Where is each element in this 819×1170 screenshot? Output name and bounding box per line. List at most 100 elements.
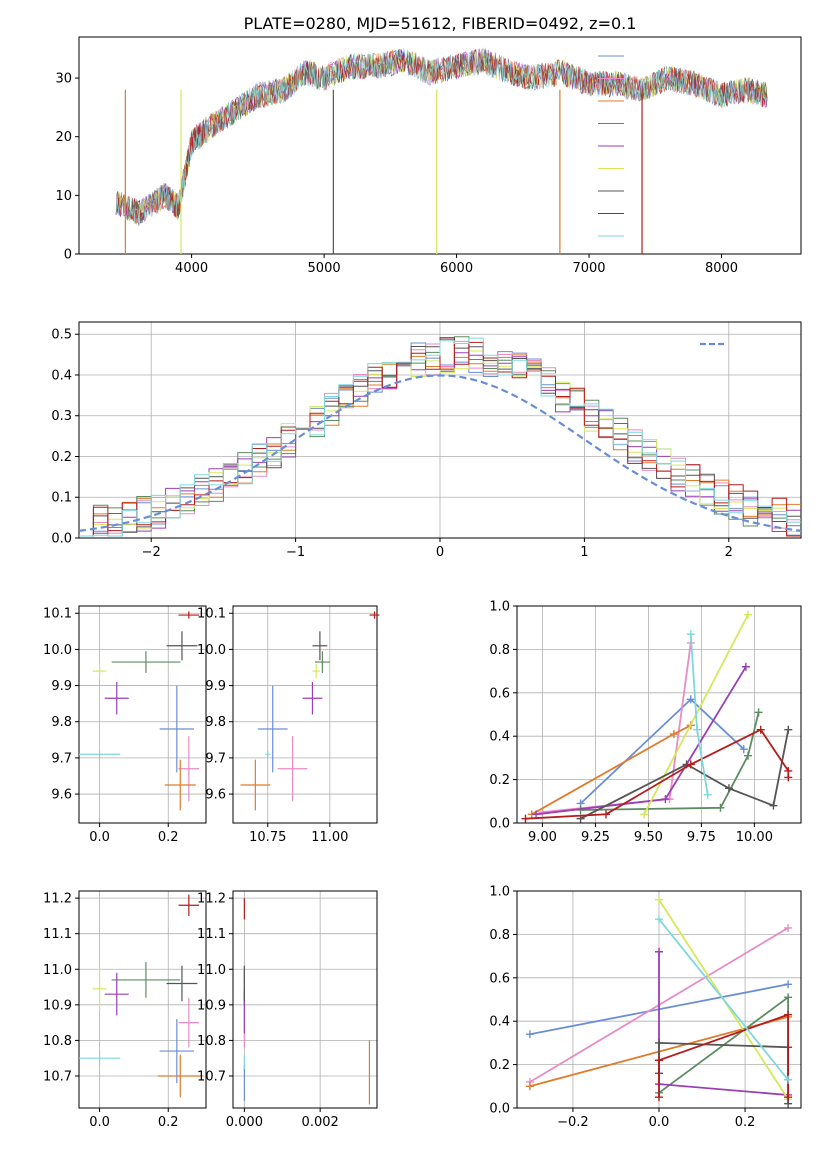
y-tick-label: 10.7: [197, 1069, 226, 1084]
y-tick-label: 0: [64, 248, 72, 263]
weight-point: [686, 695, 695, 704]
weight-point: [784, 1075, 793, 1084]
x-tick-label: −2: [142, 545, 161, 560]
y-tick-label: 9.8: [51, 715, 72, 730]
x-tick-label: 0.0: [649, 1115, 670, 1130]
weight-series-1: [542, 642, 692, 813]
panel-mass-vs-Z: 0.0 0.2 10.7 10.8 10.9 11.0 11.1 11.2: [43, 890, 207, 1130]
x-tick-label: 8000: [705, 261, 738, 276]
plot-frame: [232, 890, 378, 1109]
x-tick-label: −0.2: [557, 1115, 589, 1130]
x-tick-label: 9.50: [634, 830, 663, 845]
x-tick-label: 0.2: [735, 1115, 756, 1130]
panel-age-vs-Z: 0.0 0.2 9.6 9.7 9.8 9.9 10.0 10.1: [43, 605, 207, 845]
weight-series-0: [579, 698, 745, 805]
x-tick-label: 4000: [175, 261, 208, 276]
x-tick-label: 0.2: [158, 830, 179, 845]
weight-point: [602, 810, 611, 819]
weight-point: [744, 751, 753, 760]
histogram-series-8: [79, 337, 801, 537]
x-tick-label: 9.00: [528, 830, 557, 845]
y-tick-label: 20: [55, 130, 72, 145]
y-tick-label: 10.0: [197, 643, 226, 658]
weight-series-7: [658, 1013, 789, 1098]
y-tick-label: 0.8: [489, 928, 510, 943]
y-tick-label: 11.2: [43, 892, 72, 907]
y-tick-label: 10.7: [43, 1069, 72, 1084]
x-tick-label: 10.75: [249, 830, 286, 845]
weight-point: [532, 810, 541, 819]
weight-series-6: [658, 1041, 789, 1104]
y-tick-label: 0.6: [489, 971, 510, 986]
weight-point: [769, 801, 778, 810]
y-tick-label: 0.1: [51, 491, 72, 506]
weight-point: [739, 745, 748, 754]
x-tick-label: 9.25: [581, 830, 610, 845]
plot-frame: [78, 890, 207, 1109]
y-tick-label: 0.4: [51, 368, 72, 383]
x-tick-label: 0: [436, 545, 444, 560]
weight-point: [741, 662, 750, 671]
x-tick-label: 0.000: [226, 1115, 263, 1130]
weight-point: [784, 993, 793, 1002]
weight-point: [724, 784, 733, 793]
weight-point: [784, 1093, 793, 1102]
y-tick-label: 0.2: [51, 450, 72, 465]
plot-frame: [78, 605, 207, 824]
spectrum-series-5: [115, 50, 768, 226]
weight-point: [661, 795, 670, 804]
y-tick-label: 9.6: [205, 788, 226, 803]
y-tick-label: 9.9: [205, 679, 226, 694]
weight-point: [655, 1038, 663, 1047]
y-tick-label: 0.4: [489, 1015, 510, 1030]
y-tick-label: 11.0: [43, 963, 72, 978]
weight-point: [756, 725, 765, 734]
x-tick-label: 6000: [440, 261, 473, 276]
y-tick-label: 10.8: [197, 1034, 226, 1049]
y-tick-label: 11.0: [197, 963, 226, 978]
weight-point: [686, 630, 695, 639]
plot-frame: [232, 605, 378, 824]
weight-point: [525, 1030, 534, 1039]
weight-point: [655, 895, 663, 904]
y-tick-label: 11.1: [43, 927, 72, 942]
panel-weight-vs-age: 9.00 9.25 9.50 9.75 10.00 0.0 0.2 0.4 0.6 0.8 1.0: [489, 600, 802, 845]
y-tick-label: 0.8: [489, 643, 510, 658]
y-tick-label: 9.7: [51, 751, 72, 766]
weight-point: [655, 947, 663, 956]
spectrum-series-7: [115, 49, 768, 224]
y-tick-label: 30: [55, 72, 72, 87]
weight-point: [744, 610, 753, 619]
weight-point: [693, 725, 702, 734]
weight-point: [525, 1082, 534, 1091]
weight-point: [754, 708, 763, 717]
spectrum-series-8: [115, 47, 768, 223]
y-tick-label: 0.4: [489, 730, 510, 745]
y-tick-label: 10.9: [197, 998, 226, 1013]
x-tick-label: 0.0: [89, 830, 110, 845]
y-tick-label: 10.9: [43, 998, 72, 1013]
weight-point: [686, 760, 695, 769]
y-tick-label: 11.1: [197, 927, 226, 942]
y-tick-label: 10.8: [43, 1034, 72, 1049]
y-tick-label: 10: [55, 189, 72, 204]
weight-point: [669, 730, 678, 739]
weight-point: [703, 790, 712, 799]
y-tick-label: 0.2: [489, 1058, 510, 1073]
x-tick-label: 0.002: [302, 1115, 339, 1130]
x-tick-label: 5000: [308, 261, 341, 276]
x-tick-label: 9.75: [687, 830, 716, 845]
weight-point: [784, 980, 793, 989]
weight-point: [640, 810, 649, 819]
panel-weight-vs-Z: −0.2 0.0 0.2 0.0 0.2 0.4 0.6 0.8 1.0: [489, 885, 802, 1130]
x-tick-label: 11.00: [311, 830, 348, 845]
y-tick-label: 9.6: [51, 788, 72, 803]
x-tick-label: 1: [580, 545, 588, 560]
x-tick-label: 0.0: [89, 1115, 110, 1130]
panel-mass-vs-EBV: 0.000 0.002 10.7 10.8 10.9 11.0 11.1 11.2: [197, 890, 378, 1130]
spectrum-series-6: [115, 48, 768, 224]
weight-point: [784, 773, 793, 782]
y-tick-label: 0.6: [489, 686, 510, 701]
plot-frame: [78, 36, 802, 255]
y-tick-label: 0.0: [489, 1102, 510, 1117]
